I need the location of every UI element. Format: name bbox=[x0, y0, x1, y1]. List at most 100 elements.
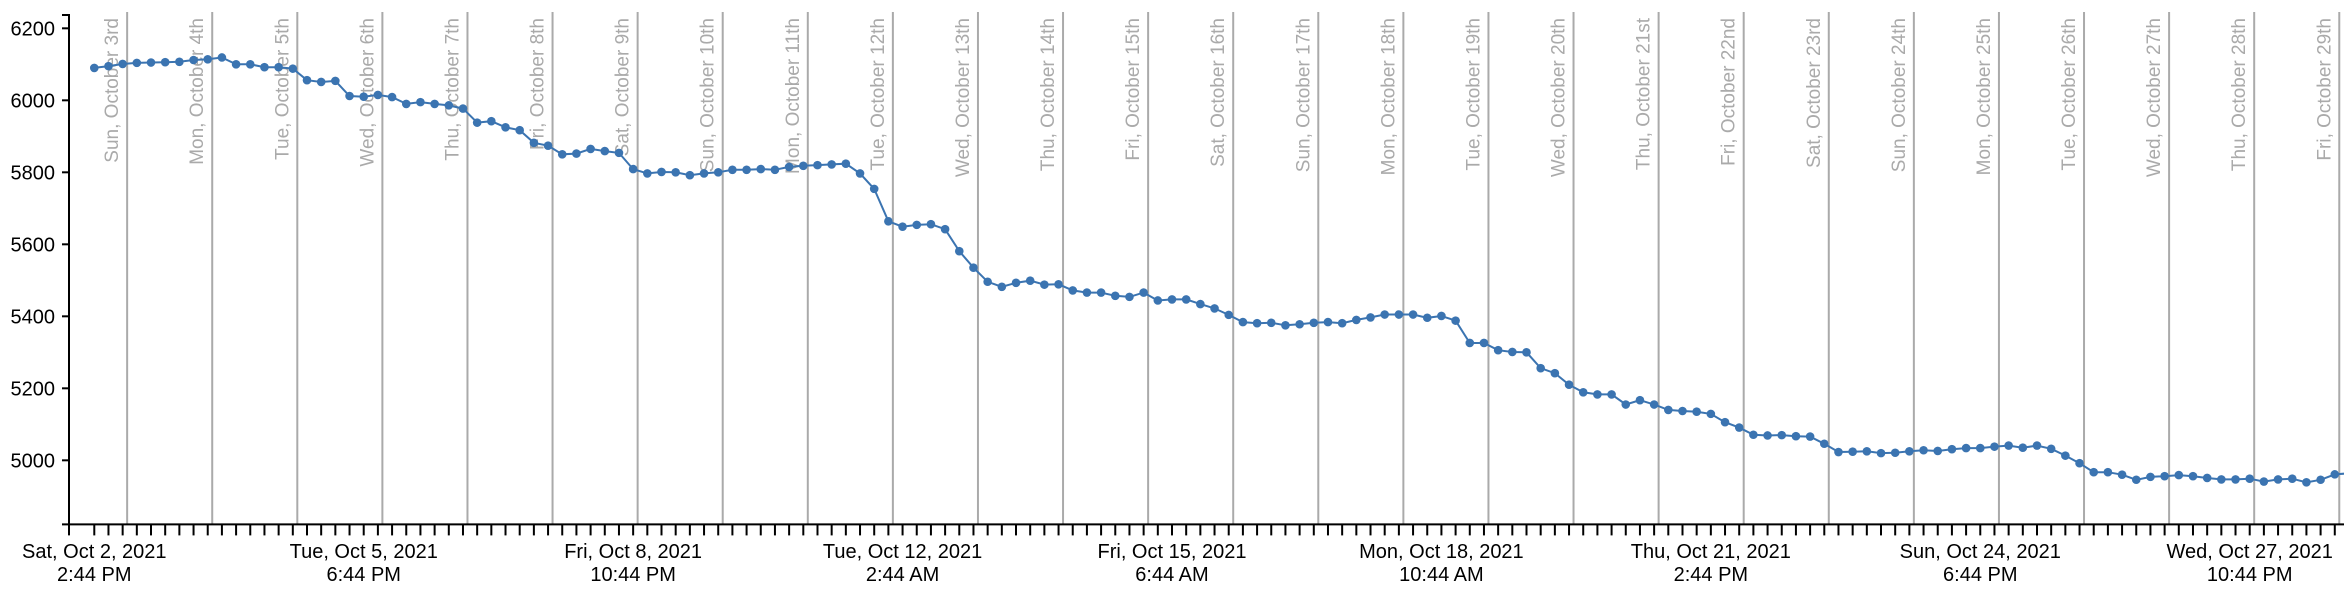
x-tick-label-time: 2:44 PM bbox=[57, 564, 131, 586]
data-point bbox=[1578, 387, 1588, 397]
data-point bbox=[1352, 315, 1361, 325]
data-point bbox=[416, 97, 425, 107]
x-tick-label-date: Tue, Oct 12, 2021 bbox=[823, 541, 982, 563]
data-point bbox=[444, 101, 454, 110]
data-point bbox=[1125, 292, 1134, 302]
data-point bbox=[1068, 286, 1078, 295]
day-marker-label: Fri, October 15th bbox=[1123, 18, 1144, 161]
data-point bbox=[1607, 390, 1616, 399]
data-point bbox=[245, 60, 255, 69]
data-point bbox=[316, 77, 326, 87]
data-point bbox=[1550, 368, 1560, 378]
y-tick-label: 5400 bbox=[11, 306, 56, 328]
data-point bbox=[1040, 280, 1049, 289]
series-line bbox=[94, 56, 2344, 484]
day-marker-label: Wed, October 6th bbox=[357, 18, 378, 167]
data-point bbox=[940, 224, 950, 234]
x-tick-label-date: Thu, Oct 21, 2021 bbox=[1631, 541, 1791, 563]
data-point bbox=[89, 63, 99, 73]
data-point bbox=[671, 168, 680, 177]
day-marker-label: Wed, October 20th bbox=[1549, 18, 1570, 177]
data-point bbox=[175, 57, 184, 67]
data-point bbox=[2316, 475, 2325, 485]
data-point bbox=[699, 169, 709, 178]
data-point bbox=[1422, 313, 1432, 323]
data-point bbox=[1210, 304, 1219, 313]
data-point bbox=[2089, 467, 2099, 477]
data-point bbox=[2287, 474, 2297, 483]
data-point bbox=[1465, 338, 1475, 348]
data-point bbox=[628, 164, 638, 174]
data-point bbox=[2217, 475, 2226, 484]
data-point bbox=[1054, 279, 1063, 289]
data-point bbox=[2117, 470, 2127, 480]
data-point bbox=[742, 165, 751, 175]
x-axis-line bbox=[68, 523, 2344, 536]
data-point bbox=[387, 92, 397, 102]
data-point bbox=[685, 170, 695, 180]
data-point bbox=[1749, 430, 1758, 440]
data-point bbox=[2330, 470, 2340, 479]
data-point bbox=[799, 161, 808, 171]
x-tick-label-date: Tue, Oct 5, 2021 bbox=[290, 541, 438, 563]
data-point bbox=[983, 277, 992, 287]
y-tick-label: 6000 bbox=[11, 90, 56, 112]
data-point bbox=[160, 57, 170, 67]
data-point bbox=[203, 54, 213, 64]
data-point bbox=[1380, 310, 1389, 319]
data-point bbox=[1678, 406, 1687, 416]
x-tick-label-time: 2:44 AM bbox=[866, 564, 939, 586]
day-markers: Sun, October 3rd Mon, October 4th Tue, Oct… bbox=[102, 12, 2341, 525]
series bbox=[89, 53, 2344, 487]
data-point bbox=[557, 150, 567, 159]
x-tick-label-date: Fri, Oct 15, 2021 bbox=[1098, 541, 1247, 563]
data-point bbox=[1266, 318, 1276, 328]
data-point bbox=[345, 91, 354, 101]
data-point bbox=[1323, 317, 1333, 327]
data-point bbox=[1408, 310, 1418, 319]
data-point bbox=[529, 138, 539, 148]
day-marker-label: Mon, October 11th bbox=[783, 18, 804, 174]
data-point bbox=[784, 162, 794, 172]
data-point bbox=[841, 159, 851, 168]
data-point bbox=[997, 282, 1007, 292]
day-marker-label: Sun, October 24th bbox=[1889, 18, 1910, 172]
x-tick-label-time: 10:44 PM bbox=[2207, 564, 2293, 586]
data-point bbox=[2231, 475, 2240, 484]
data-point bbox=[1337, 318, 1347, 328]
data-point bbox=[1819, 439, 1829, 449]
data-point bbox=[1621, 400, 1631, 409]
data-point bbox=[1522, 348, 1531, 357]
data-point bbox=[643, 169, 652, 178]
day-marker-label: Sat, October 23rd bbox=[1804, 18, 1825, 168]
day-marker-label: Mon, October 4th bbox=[187, 18, 208, 165]
day-marker-label: Thu, October 28th bbox=[2229, 18, 2250, 171]
data-point bbox=[1564, 380, 1574, 390]
data-point bbox=[1493, 345, 1503, 355]
x-tick-label-time: 2:44 PM bbox=[1674, 564, 1748, 586]
x-tick-label-time: 6:44 PM bbox=[326, 564, 400, 586]
data-point bbox=[1437, 311, 1446, 321]
data-point bbox=[373, 90, 383, 100]
day-marker-label: Fri, October 8th bbox=[528, 18, 549, 150]
data-point bbox=[827, 160, 836, 169]
data-point bbox=[1876, 448, 1886, 458]
data-point bbox=[869, 184, 879, 194]
data-point bbox=[118, 59, 127, 69]
data-point bbox=[2018, 443, 2028, 453]
data-point bbox=[614, 148, 624, 158]
data-point bbox=[217, 53, 227, 62]
data-point bbox=[1990, 442, 1999, 451]
data-point bbox=[1834, 447, 1843, 457]
data-point bbox=[2131, 475, 2141, 485]
data-point bbox=[1394, 310, 1404, 319]
y-tick-label: 5000 bbox=[11, 450, 56, 472]
data-point bbox=[898, 222, 907, 231]
y-tick-label: 5800 bbox=[11, 162, 56, 184]
data-point bbox=[1635, 395, 1645, 405]
day-marker-label: Sat, October 9th bbox=[613, 18, 634, 156]
day-marker-label: Sun, October 17th bbox=[1293, 18, 1314, 172]
data-point bbox=[2302, 477, 2311, 487]
y-tick-label: 6200 bbox=[11, 18, 56, 40]
